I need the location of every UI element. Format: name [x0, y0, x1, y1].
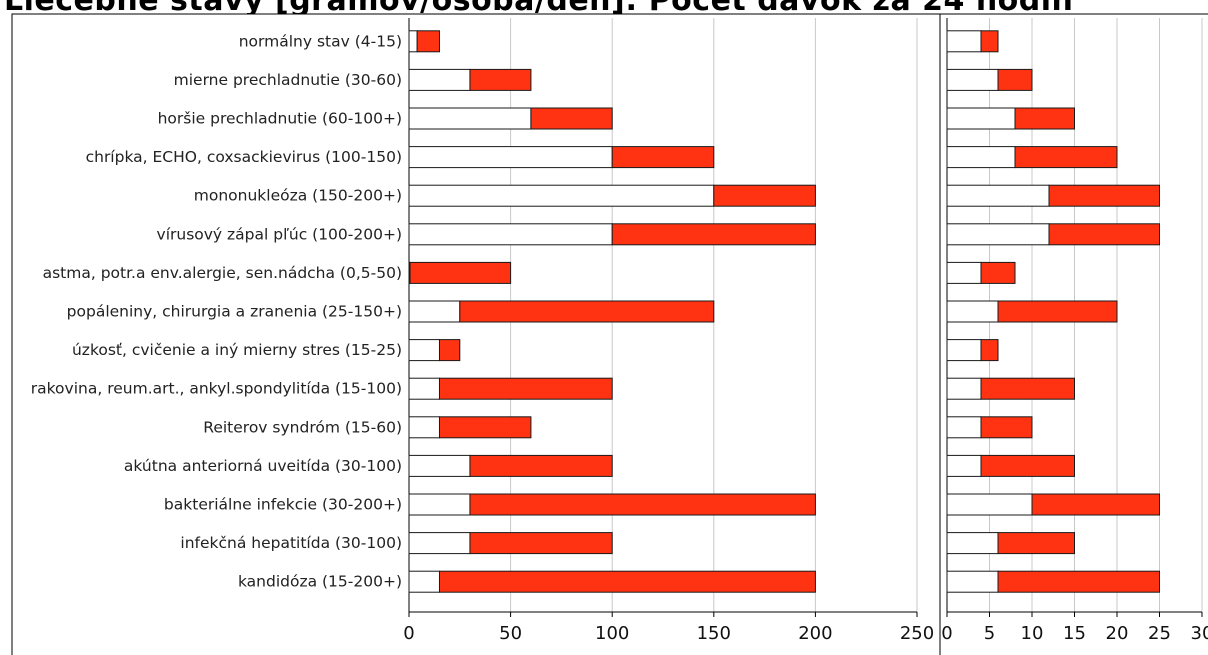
bar-base-8 [408, 300, 461, 323]
bar-base-8 [946, 300, 999, 323]
bar-base-3 [946, 107, 1016, 130]
bar-increment-15 [438, 570, 816, 593]
bar-base-2 [408, 68, 471, 91]
bar-base-7 [946, 261, 982, 284]
x-tick-label: 200 [798, 623, 832, 644]
category-label: astma, potr.a env.alergie, sen.nádcha (0… [43, 264, 402, 282]
bar-base-9 [408, 339, 440, 362]
category-label: mononukleóza (150-200+) [194, 187, 402, 205]
category-label: akútna anteriorná uveitída (30-100) [124, 457, 402, 475]
bar-increment-9 [438, 339, 461, 362]
chart-panel-1: 0 50 100 150 200 250 normálny stav (4-15) miern… [11, 13, 941, 655]
category-label: rakovina, reum.art., ankyl.spondylitída … [31, 380, 402, 398]
bar-base-5 [946, 184, 1050, 207]
category-label: popáleniny, chirurgia a zranenia (25-150… [67, 303, 402, 321]
bar-increment-2 [469, 68, 532, 91]
bar-base-6 [408, 223, 613, 246]
bar-base-3 [408, 107, 532, 130]
bar-base-15 [946, 570, 999, 593]
x-tick-label: 250 [900, 623, 934, 644]
x-tick-label: 5 [984, 623, 995, 644]
bar-base-11 [946, 416, 982, 439]
x-tick-label: 30 [1191, 623, 1208, 644]
bar-increment-11 [980, 416, 1033, 439]
category-label: bakteriálne infekcie (30-200+) [164, 496, 402, 514]
category-label: infekčná hepatitída (30-100) [180, 534, 402, 552]
x-tick-label: 10 [1021, 623, 1044, 644]
bar-base-14 [408, 532, 471, 555]
bar-increment-14 [469, 532, 613, 555]
bar-increment-11 [438, 416, 532, 439]
x-tick-label: 100 [595, 623, 629, 644]
category-label: Reiterov syndróm (15-60) [203, 418, 402, 436]
bar-increment-6 [611, 223, 816, 246]
bar-base-6 [946, 223, 1050, 246]
bar-base-10 [946, 377, 982, 400]
bar-increment-5 [1048, 184, 1160, 207]
category-label: úzkosť, cvičenie a iný mierny stres (15-… [72, 341, 402, 359]
bar-increment-15 [997, 570, 1160, 593]
bar-increment-12 [980, 454, 1075, 477]
bar-base-1 [408, 30, 418, 53]
x-tick-label: 0 [941, 623, 952, 644]
bar-base-13 [408, 493, 471, 516]
bar-base-10 [408, 377, 440, 400]
bar-base-11 [408, 416, 440, 439]
bar-increment-5 [713, 184, 816, 207]
x-tick-label: 25 [1148, 623, 1171, 644]
x-tick-label: 0 [403, 623, 414, 644]
bar-base-12 [408, 454, 471, 477]
bar-increment-3 [530, 107, 613, 130]
chart-panel-2: 0 5 10 15 20 25 30 [939, 13, 1208, 655]
bar-increment-9 [980, 339, 999, 362]
bar-increment-2 [997, 68, 1033, 91]
bar-increment-1 [980, 30, 999, 53]
bar-base-4 [946, 146, 1016, 169]
bar-base-9 [946, 339, 982, 362]
bar-increment-12 [469, 454, 613, 477]
category-label: horšie prechladnutie (60-100+) [158, 110, 402, 128]
bar-increment-10 [980, 377, 1075, 400]
bar-increment-8 [997, 300, 1118, 323]
category-label: chrípka, ECHO, coxsackievirus (100-150) [86, 148, 402, 166]
bar-base-12 [946, 454, 982, 477]
bar-increment-1 [416, 30, 440, 53]
bar-base-2 [946, 68, 999, 91]
bar-increment-7 [980, 261, 1016, 284]
bar-increment-10 [438, 377, 613, 400]
x-tick-label: 50 [499, 623, 522, 644]
category-label: normálny stav (4-15) [239, 32, 402, 50]
bar-base-13 [946, 493, 1033, 516]
bar-increment-3 [1014, 107, 1075, 130]
bar-increment-13 [1031, 493, 1160, 516]
bar-increment-13 [469, 493, 816, 516]
bar-base-14 [946, 532, 999, 555]
bar-base-4 [408, 146, 613, 169]
bar-base-15 [408, 570, 440, 593]
x-tick-label: 20 [1106, 623, 1129, 644]
category-label: vírusový zápal pľúc (100-200+) [157, 225, 402, 243]
bar-base-1 [946, 30, 982, 53]
bar-increment-14 [997, 532, 1075, 555]
category-label: mierne prechladnutie (30-60) [174, 71, 402, 89]
bar-base-5 [408, 184, 715, 207]
bar-increment-4 [1014, 146, 1118, 169]
bar-increment-4 [611, 146, 715, 169]
x-tick-label: 15 [1063, 623, 1086, 644]
category-label: kandidóza (15-200+) [238, 573, 402, 591]
x-tick-label: 150 [697, 623, 731, 644]
bar-increment-6 [1048, 223, 1160, 246]
bar-increment-8 [459, 300, 715, 323]
bar-increment-7 [409, 261, 512, 284]
